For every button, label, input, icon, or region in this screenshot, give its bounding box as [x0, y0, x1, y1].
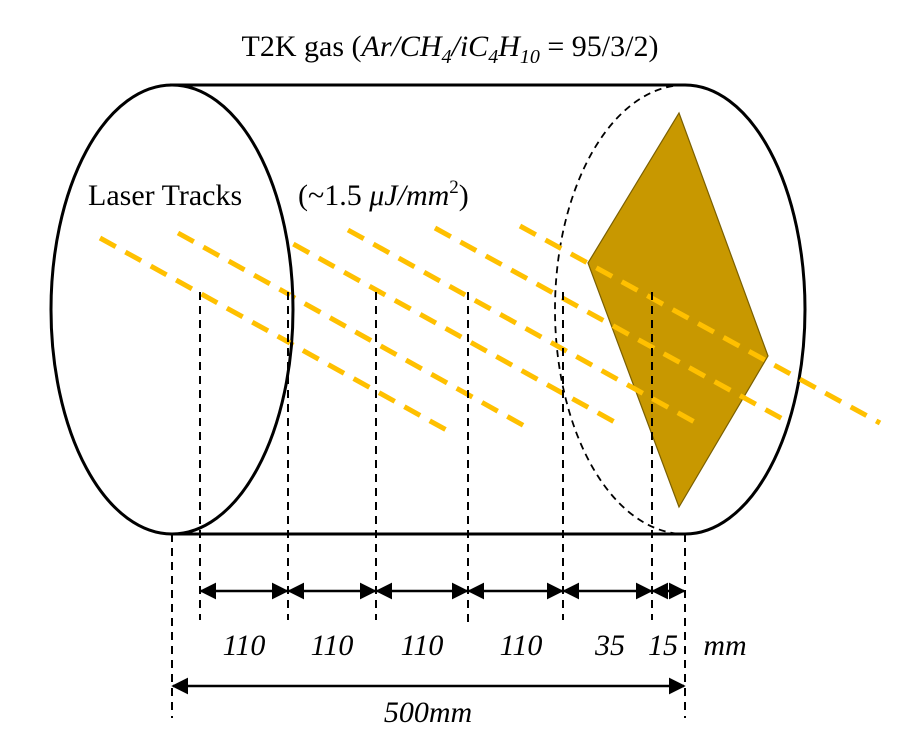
title-formula: Ar/CH — [360, 30, 444, 63]
title-eq: = 95/3/2) — [540, 30, 659, 63]
cylinder-right-end-back — [554, 84, 686, 535]
spacing-arrows — [171, 582, 686, 695]
spacing-label: 110 — [500, 629, 543, 662]
laser-track — [518, 223, 882, 426]
laser-tracks-label: Laser Tracks — [88, 179, 242, 212]
title-sub-10: 10 — [520, 46, 540, 68]
laser-energy-label: (~1.5 μJ/mm2) — [298, 177, 469, 212]
cylinder-right-end-front — [684, 83, 807, 536]
title-mid: /iC — [450, 30, 490, 63]
spacing-label: 15 — [648, 629, 678, 662]
title-h: H — [497, 30, 522, 63]
laser-track — [266, 227, 622, 428]
spacing-label: 110 — [311, 629, 354, 662]
spacing-label: 110 — [223, 629, 266, 662]
spacing-labels: 110 110 110 110 35 15 mm — [223, 629, 747, 662]
cylinder-left-end — [49, 83, 295, 536]
projection-lines — [171, 292, 686, 718]
laser-track-inner — [98, 235, 292, 346]
total-length-label: 500mm — [384, 696, 472, 729]
title-sub-4: 4 — [442, 46, 452, 68]
laser-track — [433, 225, 792, 426]
diagram-title: T2K gas (Ar/CH4/iC4H10 = 95/3/2) — [242, 30, 659, 68]
laser-track-inner — [176, 230, 292, 298]
title-sub-4b: 4 — [488, 46, 498, 68]
spacing-label: 110 — [401, 629, 444, 662]
spacing-unit: mm — [703, 629, 746, 662]
laser-track — [346, 227, 702, 428]
title-prefix: T2K gas ( — [242, 30, 362, 63]
spacing-label: 35 — [594, 629, 625, 662]
